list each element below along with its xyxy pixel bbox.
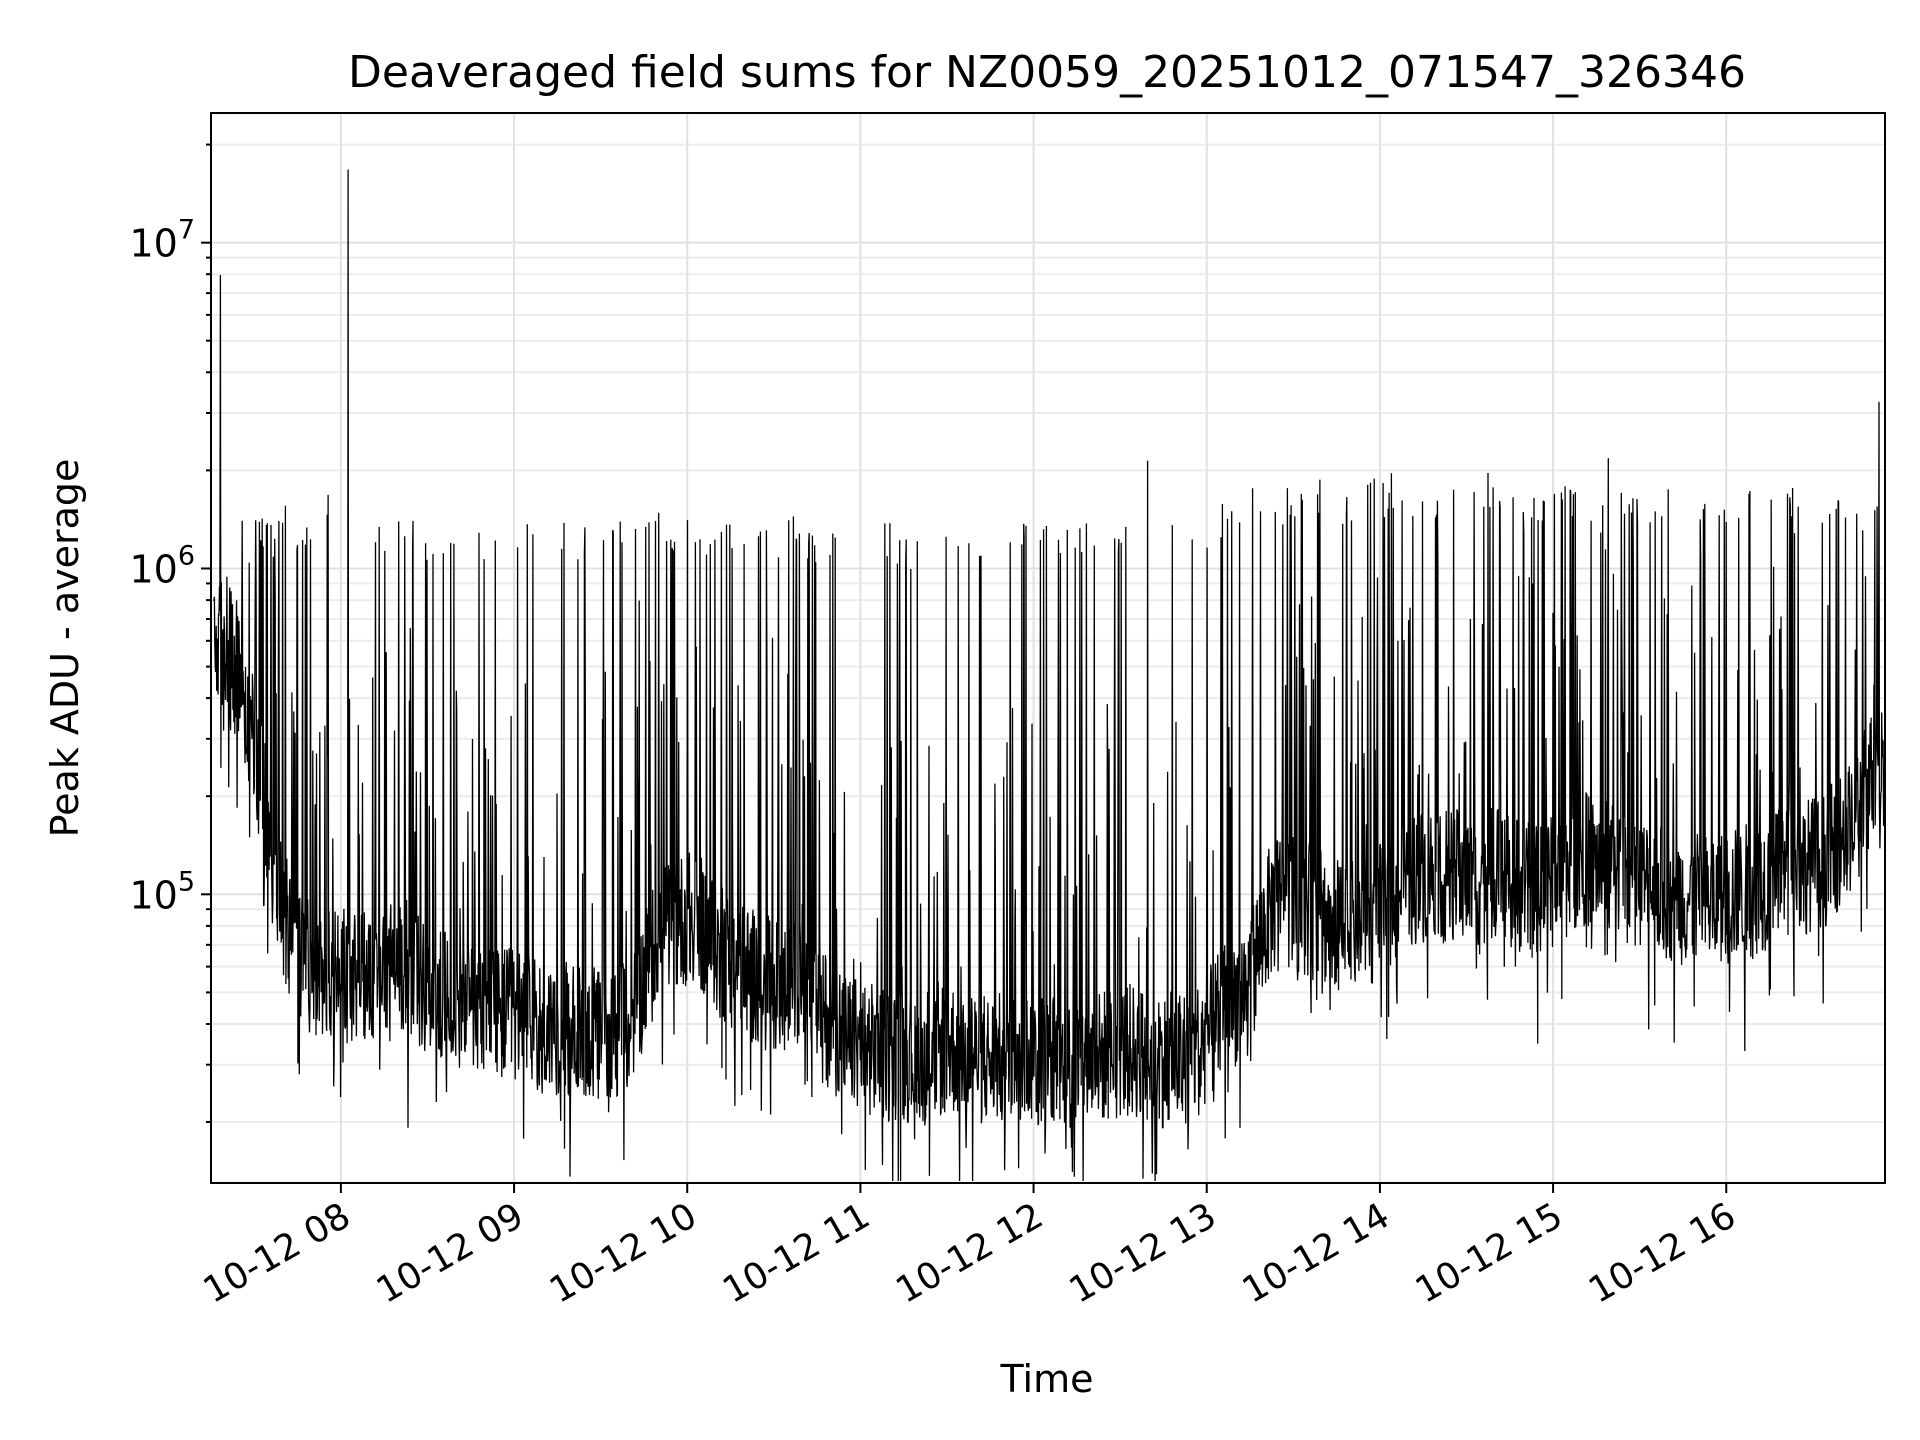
y-tick-exponent: 6: [178, 540, 195, 571]
chart-title: Deaveraged field sums for NZ0059_2025101…: [348, 47, 1746, 98]
y-tick-base: 10: [129, 222, 177, 266]
y-tick-label: 107: [129, 215, 195, 266]
series-line: [213, 169, 1886, 1182]
x-axis-label: Time: [1000, 1357, 1094, 1401]
plot-frame: [210, 112, 1886, 1184]
y-tick-base: 10: [129, 547, 177, 591]
y-tick-exponent: 5: [178, 866, 195, 897]
y-tick-label: 106: [129, 540, 195, 591]
y-axis-label: Peak ADU - average: [43, 459, 87, 838]
y-tick-base: 10: [129, 873, 177, 917]
y-tick-exponent: 7: [178, 215, 195, 246]
y-tick-label: 105: [129, 866, 195, 917]
series-group: [213, 169, 1886, 1182]
